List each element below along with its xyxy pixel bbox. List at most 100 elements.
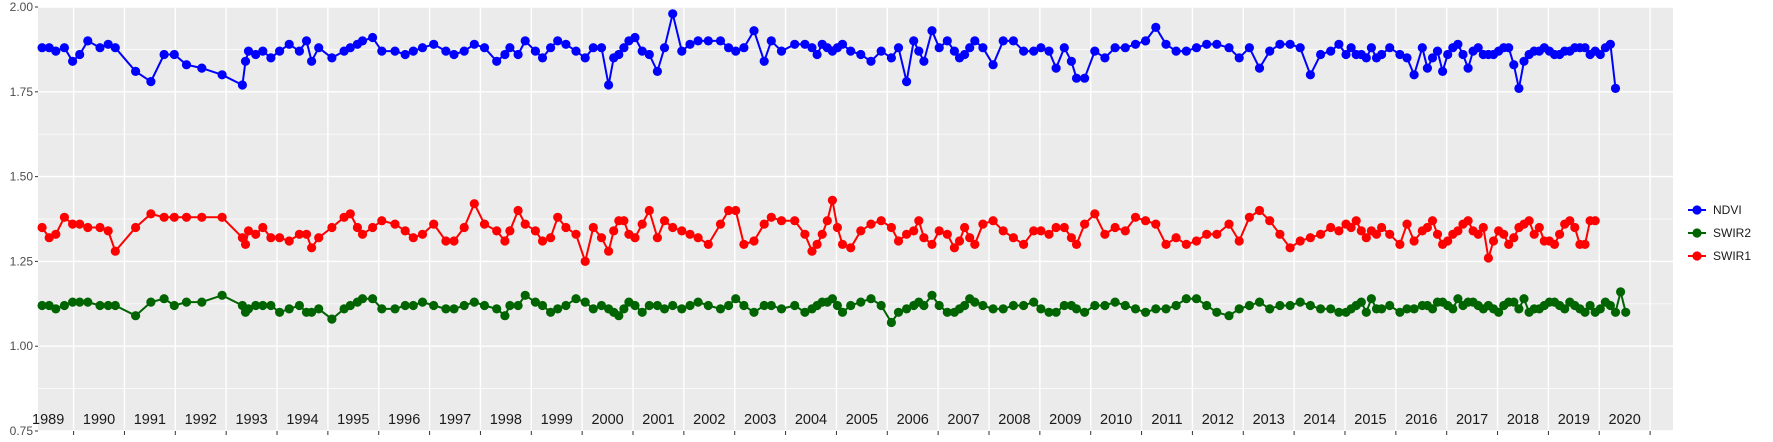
data-point-ndvi <box>846 46 856 56</box>
data-point-ndvi <box>513 49 523 60</box>
year-label: 1989 <box>32 412 64 428</box>
data-point-swir1 <box>1181 239 1191 249</box>
data-point-ndvi <box>345 43 355 53</box>
data-point-ndvi <box>1385 43 1395 53</box>
data-point-ndvi <box>693 36 703 46</box>
data-point-swir2 <box>1285 300 1295 311</box>
data-point-swir1 <box>1059 222 1069 233</box>
data-point-swir1 <box>668 222 678 233</box>
data-point-swir1 <box>95 222 105 233</box>
data-point-ndvi <box>95 43 105 53</box>
data-point-ndvi <box>927 26 937 36</box>
data-point-ndvi <box>637 46 647 56</box>
data-point-swir2 <box>345 300 355 311</box>
data-point-ndvi <box>766 36 776 46</box>
data-point-ndvi <box>1019 46 1029 56</box>
data-point-ndvi <box>588 43 598 53</box>
data-point-swir2 <box>377 304 387 314</box>
data-point-swir1 <box>459 222 469 233</box>
data-point-swir2 <box>571 294 581 304</box>
year-label: 1997 <box>439 412 471 428</box>
year-label: 2010 <box>1100 412 1132 428</box>
data-point-ndvi <box>301 36 312 46</box>
data-point-swir2 <box>327 314 337 324</box>
y-tick-label: 1.25 <box>10 254 34 268</box>
data-point-swir1 <box>197 212 207 222</box>
data-point-swir1 <box>942 229 952 239</box>
data-point-ndvi <box>479 43 490 53</box>
data-point-swir1 <box>479 219 490 229</box>
data-point-swir1 <box>1385 229 1395 239</box>
data-point-swir2 <box>1202 300 1212 311</box>
data-point-swir1 <box>1100 229 1110 239</box>
data-point-ndvi <box>1595 49 1605 60</box>
data-point-swir1 <box>1071 239 1082 249</box>
data-point-swir1 <box>1191 236 1202 246</box>
data-point-ndvi <box>103 39 113 49</box>
data-point-swir2 <box>1580 307 1590 317</box>
data-point-ndvi <box>1071 73 1082 83</box>
data-point-swir1 <box>1427 216 1438 226</box>
data-point-swir2 <box>1514 304 1524 314</box>
data-point-swir2 <box>832 300 843 311</box>
legend-label: NDVI <box>1713 203 1742 217</box>
data-point-swir2 <box>520 290 530 300</box>
data-point-swir1 <box>902 229 912 239</box>
data-point-swir1 <box>546 233 556 243</box>
data-point-swir1 <box>1478 222 1488 233</box>
data-point-swir2 <box>1110 297 1120 307</box>
year-label: 2003 <box>744 412 776 428</box>
year-label: 2000 <box>591 412 623 428</box>
data-point-ndvi <box>400 49 410 60</box>
data-point-swir1 <box>500 236 510 246</box>
data-point-swir1 <box>1570 222 1580 233</box>
data-point-swir1 <box>1524 216 1534 226</box>
y-tick-label: 1.00 <box>10 339 34 353</box>
data-point-ndvi <box>1341 49 1351 60</box>
year-label: 2004 <box>795 412 827 428</box>
year-label: 1995 <box>337 412 369 428</box>
data-point-swir1 <box>217 212 227 222</box>
data-point-swir1 <box>1504 239 1514 249</box>
data-point-swir1 <box>345 209 355 219</box>
data-point-swir1 <box>1351 216 1361 226</box>
data-point-swir1 <box>1080 219 1090 229</box>
data-point-swir1 <box>1499 229 1509 239</box>
year-label: 2009 <box>1049 412 1081 428</box>
data-point-swir1 <box>1395 239 1405 249</box>
data-point-swir2 <box>1080 307 1090 317</box>
data-point-swir1 <box>553 212 563 222</box>
data-point-swir2 <box>169 300 179 311</box>
data-point-swir2 <box>1395 307 1405 317</box>
year-label: 2016 <box>1405 412 1437 428</box>
data-point-ndvi <box>1080 73 1090 83</box>
data-point-swir2 <box>630 300 640 311</box>
data-point-swir1 <box>659 216 670 226</box>
year-label: 2014 <box>1303 412 1335 428</box>
year-label: 2001 <box>642 412 674 428</box>
data-point-swir1 <box>251 229 261 239</box>
data-point-swir1 <box>1120 226 1130 236</box>
data-point-swir2 <box>614 311 624 321</box>
data-point-swir1 <box>1234 236 1244 246</box>
data-point-swir2 <box>553 304 563 314</box>
data-point-swir1 <box>1161 239 1171 249</box>
data-point-ndvi <box>1036 43 1046 53</box>
data-point-swir2 <box>258 300 268 311</box>
data-point-ndvi <box>1254 63 1265 73</box>
data-point-swir1 <box>856 226 866 236</box>
data-point-swir2 <box>1029 297 1039 307</box>
data-point-ndvi <box>800 39 810 49</box>
data-point-swir1 <box>1483 253 1493 263</box>
data-point-swir1 <box>368 222 378 233</box>
data-point-swir1 <box>1285 243 1295 253</box>
data-point-ndvi <box>1422 63 1432 73</box>
data-point-swir2 <box>1181 294 1191 304</box>
data-point-swir2 <box>1605 300 1615 311</box>
data-point-ndvi <box>553 36 563 46</box>
data-point-swir2 <box>1036 304 1046 314</box>
data-point-swir2 <box>776 304 787 314</box>
data-point-ndvi <box>1295 43 1305 53</box>
data-point-swir1 <box>1305 233 1315 243</box>
data-point-ndvi <box>546 43 556 53</box>
